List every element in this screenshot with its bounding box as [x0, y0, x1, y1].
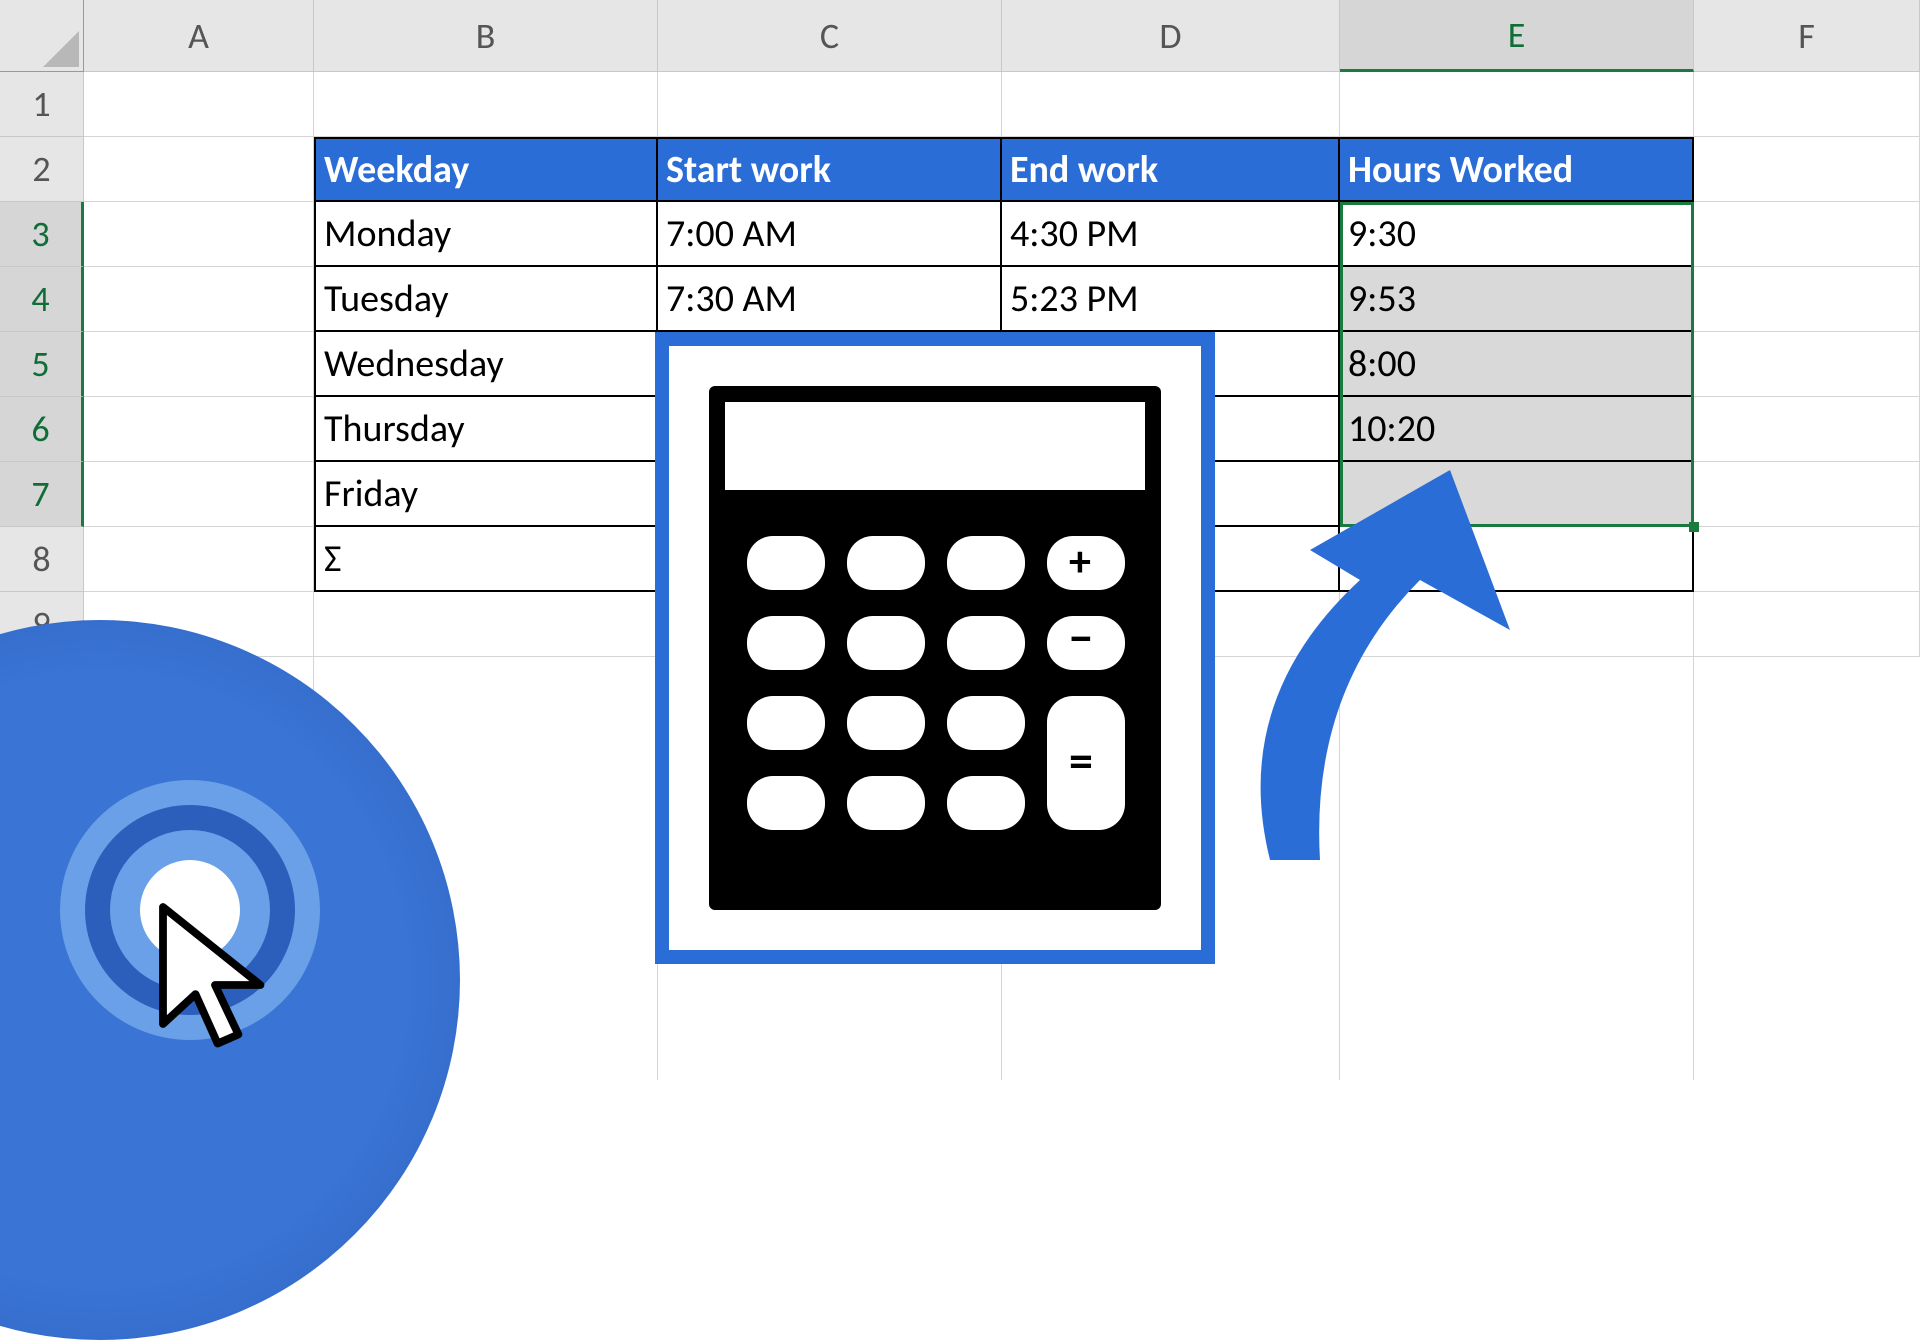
cell-A5[interactable]	[84, 332, 314, 397]
col-header-E[interactable]: E	[1340, 0, 1694, 72]
header-weekday: Weekday	[324, 147, 469, 193]
cell-F3[interactable]	[1694, 202, 1920, 267]
cell-B6[interactable]: Thursday	[314, 397, 658, 462]
cell-E3[interactable]: 9:30	[1340, 202, 1694, 267]
cell-C4[interactable]: 7:30 AM	[658, 267, 1002, 332]
row-header-8[interactable]: 8	[0, 527, 84, 592]
cell-B4[interactable]: Tuesday	[314, 267, 658, 332]
col-header-A[interactable]: A	[84, 0, 314, 72]
spreadsheet-area: A B C D E F 1 2 3 4 5 6 7 8 9 Weekday St…	[0, 0, 1920, 1080]
calc-key	[947, 616, 1025, 670]
cell-C1[interactable]	[658, 72, 1002, 137]
calc-key	[847, 616, 925, 670]
cell-B7[interactable]: Friday	[314, 462, 658, 527]
col-header-B[interactable]: B	[314, 0, 658, 72]
cell-D2[interactable]: End work	[1002, 137, 1340, 202]
cell-E2[interactable]: Hours Worked	[1340, 137, 1694, 202]
cell-B5[interactable]: Wednesday	[314, 332, 658, 397]
cell-A1[interactable]	[84, 72, 314, 137]
cell-A7[interactable]	[84, 462, 314, 527]
calc-key	[847, 776, 925, 830]
header-end: End work	[1010, 147, 1158, 193]
col-header-F[interactable]: F	[1694, 0, 1920, 72]
gridline-col	[1693, 657, 1694, 1080]
row-header-6[interactable]: 6	[0, 397, 84, 462]
cursor-icon	[150, 900, 280, 1070]
header-hours: Hours Worked	[1348, 147, 1573, 193]
calc-key	[747, 776, 825, 830]
col-header-C[interactable]: C	[658, 0, 1002, 72]
cell-B2[interactable]: Weekday	[314, 137, 658, 202]
sum-symbol: Σ	[324, 536, 341, 582]
cell-F4[interactable]	[1694, 267, 1920, 332]
cell-A4[interactable]	[84, 267, 314, 332]
cell-A8[interactable]	[84, 527, 314, 592]
cell-C2[interactable]: Start work	[658, 137, 1002, 202]
col-header-D[interactable]: D	[1002, 0, 1340, 72]
cell-F2[interactable]	[1694, 137, 1920, 202]
cell-D3[interactable]: 4:30 PM	[1002, 202, 1340, 267]
calculator-overlay: + − =	[655, 332, 1215, 964]
row-header-1[interactable]: 1	[0, 72, 84, 137]
cell-F7[interactable]	[1694, 462, 1920, 527]
cell-E5[interactable]: 8:00	[1340, 332, 1694, 397]
calc-key	[747, 536, 825, 590]
cell-E1[interactable]	[1340, 72, 1694, 137]
arrow-icon	[1200, 440, 1540, 870]
select-all-triangle-icon	[43, 31, 79, 67]
calculator-icon: + − =	[709, 386, 1161, 910]
calc-key	[947, 536, 1025, 590]
cell-D1[interactable]	[1002, 72, 1340, 137]
row-header-4[interactable]: 4	[0, 267, 84, 332]
calculator-screen	[719, 396, 1151, 496]
cell-B1[interactable]	[314, 72, 658, 137]
cell-A3[interactable]	[84, 202, 314, 267]
cell-F1[interactable]	[1694, 72, 1920, 137]
cell-F9[interactable]	[1694, 592, 1920, 657]
cell-F5[interactable]	[1694, 332, 1920, 397]
cell-B3[interactable]: Monday	[314, 202, 658, 267]
cell-A2[interactable]	[84, 137, 314, 202]
cell-F8[interactable]	[1694, 527, 1920, 592]
cell-A6[interactable]	[84, 397, 314, 462]
cell-B8[interactable]: Σ	[314, 527, 658, 592]
plus-icon: +	[1069, 534, 1091, 588]
cell-B9[interactable]	[314, 592, 658, 657]
cell-D4[interactable]: 5:23 PM	[1002, 267, 1340, 332]
equals-icon: =	[1069, 731, 1093, 790]
cell-E4[interactable]: 9:53	[1340, 267, 1694, 332]
row-header-2[interactable]: 2	[0, 137, 84, 202]
header-start: Start work	[666, 147, 831, 193]
row-header-5[interactable]: 5	[0, 332, 84, 397]
row-header-7[interactable]: 7	[0, 462, 84, 527]
calc-key	[947, 776, 1025, 830]
row-header-3[interactable]: 3	[0, 202, 84, 267]
minus-icon: −	[1069, 608, 1093, 667]
cell-C3[interactable]: 7:00 AM	[658, 202, 1002, 267]
calc-key	[847, 696, 925, 750]
calc-key	[747, 616, 825, 670]
calc-key	[847, 536, 925, 590]
calc-key	[947, 696, 1025, 750]
select-all-corner[interactable]	[0, 0, 84, 72]
calc-key	[747, 696, 825, 750]
cell-F6[interactable]	[1694, 397, 1920, 462]
